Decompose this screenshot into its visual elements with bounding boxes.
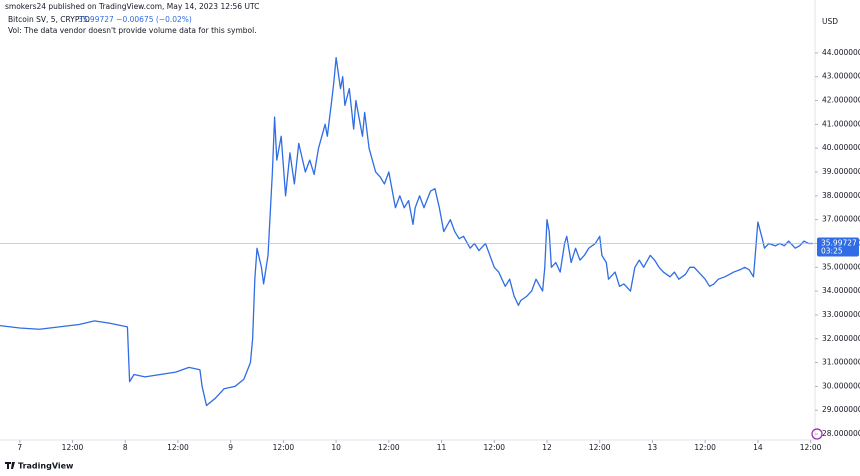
y-tick-label: 42.000000 [822,96,860,105]
y-tick-label: 30.000000 [822,381,860,390]
y-tick-label: 38.000000 [822,191,860,200]
x-tick-label: 7 [17,443,22,452]
y-tick-label: 41.000000 [822,119,860,128]
logo-text: TradingView [18,462,74,471]
price-line [0,57,813,407]
x-tick-label: 8 [123,443,128,452]
last-price-box [817,237,859,257]
y-tick-label: 39.000000 [822,167,860,176]
y-tick-label: 35.000000 [822,262,860,271]
x-tick-label: 10 [331,443,341,452]
y-tick-label: 29.000000 [822,405,860,414]
x-tick-label: 11 [437,443,447,452]
x-tick-label: 12:00 [589,443,611,452]
symbol-name: Bitcoin SV, 5, CRYPTO [8,15,90,24]
footer-logo: TradingView [5,462,74,471]
x-tick-label: 12:00 [62,443,84,452]
countdown-label: 03:25 [821,247,843,256]
volume-note: Vol: The data vendor doesn't provide vol… [8,26,257,35]
axis-unit: USD [822,17,838,26]
x-tick-label: 12:00 [800,443,822,452]
y-tick-label: 34.000000 [822,286,860,295]
y-tick-label: 37.000000 [822,215,860,224]
x-tick-label: 14 [753,443,763,452]
published-line: smokers24 published on TradingView.com, … [5,2,259,11]
x-tick-label: 9 [228,443,233,452]
last-price-label: 35.99727 [821,239,857,248]
x-tick-label: 12 [542,443,552,452]
y-tick-label: 40.000000 [822,143,860,152]
y-tick-label: 44.000000 [822,48,860,57]
x-tick-label: 12:00 [694,443,716,452]
x-tick-label: 12:00 [378,443,400,452]
x-tick-label: 12:00 [483,443,505,452]
x-tick-label: 12:00 [167,443,189,452]
y-tick-label: 33.000000 [822,310,860,319]
y-tick-label: 28.000000 [822,429,860,438]
x-tick-label: 12:00 [273,443,295,452]
y-tick-label: 32.000000 [822,334,860,343]
y-tick-label: 43.000000 [822,72,860,81]
indicator-icon[interactable] [811,428,823,440]
x-tick-label: 13 [648,443,658,452]
logo-mark [5,462,15,469]
y-tick-label: 31.000000 [822,358,860,367]
quote: 35.99727 −0.00675 (−0.02%) [78,15,192,24]
